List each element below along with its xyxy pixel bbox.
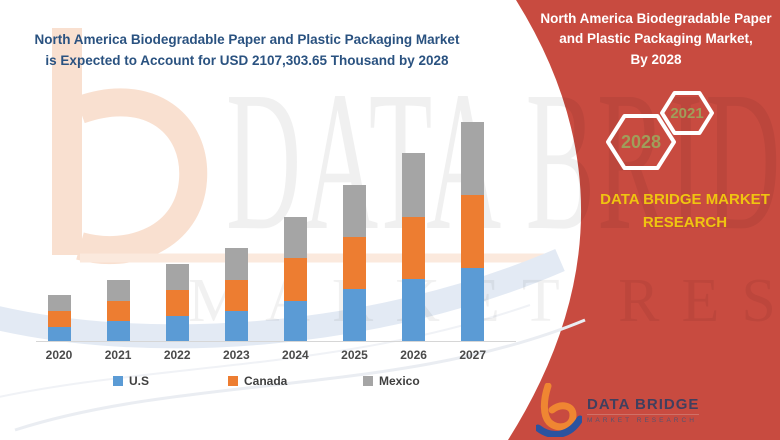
bar-segment-canada	[106, 301, 130, 321]
bar-segment-mexico	[283, 217, 307, 258]
panel-title-line1: North America Biodegradable Paper	[540, 11, 772, 26]
main-title-line2: is Expected to Account for USD 2107,303.…	[45, 52, 449, 68]
x-axis-label: 2026	[400, 348, 427, 362]
bar-segment-canada	[402, 217, 426, 279]
main-title: North America Biodegradable Paper and Pl…	[8, 30, 486, 72]
x-axis-label: 2022	[163, 348, 191, 362]
panel-title-line2: and Plastic Packaging Market,	[559, 31, 753, 47]
bar-segment-us	[343, 289, 366, 341]
databridge-logo-icon	[536, 383, 582, 437]
legend-label: U.S	[129, 374, 150, 388]
bar-segment-us	[224, 311, 248, 341]
bar-segment-mexico	[402, 153, 426, 217]
hexagon-outline-icon	[606, 114, 676, 170]
panel-title: North America Biodegradable Paper and Pl…	[537, 9, 775, 70]
legend-label: Mexico	[379, 374, 420, 388]
logo-divider	[587, 414, 700, 415]
bar-segment-mexico	[165, 264, 189, 290]
hexagon-year-small: 2021	[670, 104, 704, 122]
logo-subtitle: MARKET RESEARCH	[587, 417, 697, 424]
bar-segment-mexico	[47, 295, 71, 311]
bar-segment-mexico	[461, 122, 485, 195]
hexagon-badge-2021: 2021	[660, 90, 714, 136]
bar-segment-us	[461, 268, 485, 341]
bar-segment-mexico	[224, 248, 248, 280]
hexagon-outline-icon	[660, 91, 714, 135]
x-axis-label: 2027	[459, 348, 487, 362]
bar-segment-canada	[165, 290, 189, 316]
x-axis-label: 2025	[341, 348, 368, 362]
databridge-logo: DATA BRIDGE MARKET RESEARCH	[536, 383, 700, 437]
bar-segment-canada	[47, 311, 71, 327]
brand-name-text: DATA BRIDGE MARKET RESEARCH	[600, 191, 770, 231]
bar-segment-mexico	[343, 185, 366, 237]
bar-segment-canada	[343, 237, 366, 289]
legend-swatch-icon	[363, 376, 373, 386]
hexagon-year-large: 2028	[620, 131, 662, 152]
x-axis-line	[36, 341, 516, 342]
legend-item-us: U.S	[113, 374, 150, 388]
bar-segment-us	[106, 321, 130, 341]
panel-title-line3: By 2028	[630, 51, 682, 67]
legend-item-canada: Canada	[228, 374, 288, 388]
legend-item-mexico: Mexico	[363, 374, 420, 388]
bar-segment-us	[47, 327, 71, 341]
x-axis-label: 2024	[282, 348, 309, 362]
bar-segment-us	[283, 301, 307, 341]
legend-swatch-icon	[113, 376, 123, 386]
logo-wordmark: DATA BRIDGE	[587, 396, 700, 413]
bar-segment-canada	[224, 280, 248, 311]
legend-swatch-icon	[228, 376, 238, 386]
main-title-line1: North America Biodegradable Paper and Pl…	[34, 32, 460, 47]
bar-segment-us	[402, 279, 426, 341]
bar-segment-canada	[283, 258, 307, 301]
bar-segment-mexico	[106, 280, 130, 301]
bar-segment-us	[165, 316, 189, 341]
x-axis-label: 2020	[45, 348, 73, 362]
x-axis-label: 2021	[104, 348, 132, 362]
legend-label: Canada	[244, 374, 288, 388]
x-axis-label: 2023	[222, 348, 250, 362]
bar-segment-canada	[461, 195, 485, 268]
hexagon-badge-2028: 2028	[606, 113, 676, 171]
